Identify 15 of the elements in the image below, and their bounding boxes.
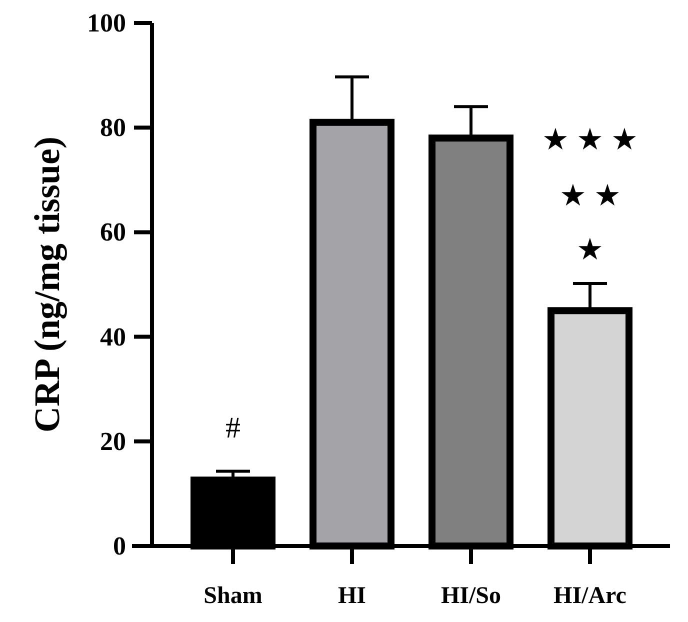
x-tick-label: HI/Arc (554, 583, 627, 609)
annotation: ★ (576, 234, 604, 266)
y-tick-label: 80 (100, 113, 126, 142)
y-tick-label: 0 (113, 532, 126, 560)
y-tick-label: 100 (87, 8, 126, 38)
annotation: ★ ★ ★ (542, 124, 638, 156)
y-tick-label: 20 (100, 426, 126, 456)
x-tick-label: HI (338, 583, 366, 609)
y-tick-label: 60 (100, 218, 126, 247)
x-tick-label: Sham (204, 583, 262, 609)
x-tick-label: HI/So (440, 583, 502, 609)
y-tick-label: 40 (100, 322, 126, 352)
y-axis-title: CRP (ng/mg tissue) (27, 136, 67, 432)
annotation: # (226, 412, 240, 444)
annotation: ★ ★ (559, 180, 621, 212)
